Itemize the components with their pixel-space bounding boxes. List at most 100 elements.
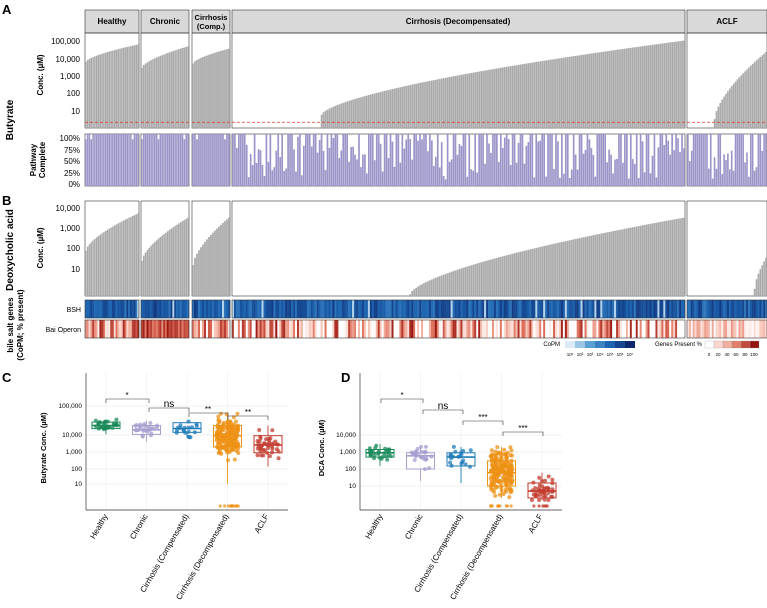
data-point [542, 486, 547, 491]
bsh-cell [604, 300, 607, 318]
bsh-cell [387, 300, 390, 318]
pathway-bar [647, 134, 650, 186]
dca-conc-bar [131, 215, 134, 296]
bsh-cell [655, 300, 658, 318]
bai-cell [614, 320, 617, 338]
dca-conc-bar [584, 236, 587, 296]
bai-cell [112, 320, 114, 338]
butyrate-conc-bar [649, 45, 652, 129]
bai-cell [86, 320, 89, 338]
bai-cell [736, 320, 739, 338]
bsh-cell [113, 300, 116, 318]
butyrate-conc-bar [368, 94, 370, 128]
dca-conc-bar [559, 242, 561, 296]
bsh-cell [549, 300, 552, 318]
pathway-bar [755, 167, 758, 186]
bai-cell [360, 320, 363, 338]
butyrate-conc-bar [391, 89, 394, 128]
bsh-cell [523, 300, 526, 318]
bsh-cell [740, 300, 743, 318]
pathway-bar [681, 134, 683, 186]
bsh-cell [257, 300, 260, 318]
bsh-cell [133, 300, 136, 318]
dca-conc-bar [765, 257, 767, 296]
pathway-bar [596, 134, 599, 186]
pathway-bar [614, 159, 616, 186]
bsh-cell [356, 300, 359, 318]
bsh-cell [293, 300, 296, 318]
copm-swatch [615, 341, 625, 348]
pathway-bar [494, 134, 496, 186]
bai-cell [168, 320, 171, 338]
dca-conc-bar [198, 250, 200, 296]
bsh-cell [734, 300, 737, 318]
pathway-bar [283, 170, 285, 186]
bsh-cell [142, 300, 145, 318]
pathway-bar [399, 162, 402, 186]
pathway-bar [665, 134, 668, 186]
pathway-yaxis: 100% 75% 50% 25% 0% [60, 134, 80, 189]
bsh-cell [753, 300, 756, 318]
pathway-bar [675, 134, 677, 186]
pathway-bar [535, 134, 538, 186]
butyrate-conc-bar [450, 76, 453, 128]
pathway-bar [627, 178, 630, 186]
bsh-cell [690, 300, 693, 318]
data-point [490, 462, 495, 467]
butyrate-conc-bar [537, 61, 540, 128]
ytick-b-100: 100 [67, 244, 81, 253]
bai-cell [761, 320, 764, 338]
butyrate-conc-bar [521, 64, 524, 128]
pathway-bar [130, 134, 132, 186]
butyrate-conc-bar [474, 72, 477, 128]
bsh-cell [687, 300, 690, 318]
butyrate-boxplot-boxes [91, 413, 283, 484]
pathway-ylabel-line1: Pathway [29, 143, 38, 176]
pathway-bar [738, 134, 741, 186]
data-point [495, 445, 500, 450]
bai-cell [251, 320, 254, 338]
data-point [255, 453, 260, 458]
data-point [497, 480, 502, 485]
pathway-bar [653, 134, 656, 186]
butyrate-conc-bar [165, 53, 167, 128]
bai-cell [283, 320, 286, 338]
pathway-bar [92, 134, 94, 186]
bai-cell [285, 320, 288, 338]
data-point [502, 447, 507, 452]
bsh-cell [618, 300, 621, 318]
ytick-d-10000: 10,000 [336, 432, 356, 439]
dca-conc-bar [110, 227, 112, 296]
dca-conc-bar [86, 246, 89, 296]
bsh-cell [719, 300, 722, 318]
bsh-cell [322, 300, 325, 318]
pathway-bar [511, 134, 514, 186]
dca-conc-bar [673, 219, 675, 296]
butyrate-conc-bar [154, 58, 156, 129]
data-point [546, 474, 551, 479]
dca-conc-bar [529, 249, 532, 296]
pathway-bar [126, 134, 128, 186]
bai-cell [295, 320, 298, 338]
data-point [216, 440, 221, 445]
bai-cell [468, 320, 471, 338]
bsh-cell [101, 300, 104, 318]
pathway-bar [135, 134, 137, 186]
data-point [134, 423, 139, 427]
bai-cell [395, 320, 398, 338]
dca-conc-bar [121, 221, 123, 296]
dca-conc-bar [117, 223, 120, 296]
panel-label-b: B [2, 193, 11, 208]
pathway-bar [312, 134, 315, 186]
pathway-bar [643, 172, 646, 186]
bsh-cell [519, 300, 522, 318]
bsh-cell [281, 300, 284, 318]
pathway-bar [121, 134, 123, 186]
butyrate-conc-bar [606, 51, 609, 129]
dca-conc-bar [657, 222, 660, 296]
bai-cell [220, 320, 223, 338]
dca-conc-bar [168, 229, 171, 296]
bsh-cell [495, 300, 499, 318]
pathway-bar [679, 152, 681, 186]
pathway-bar [527, 142, 530, 186]
